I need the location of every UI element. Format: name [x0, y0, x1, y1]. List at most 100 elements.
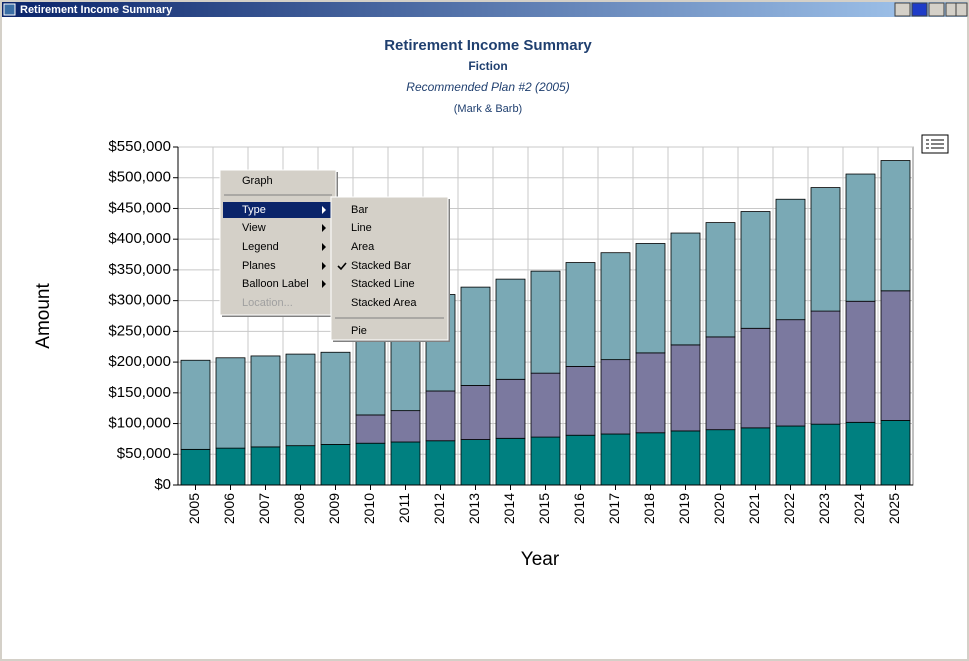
- title-bar: [2, 2, 967, 17]
- legend-button[interactable]: [921, 134, 949, 154]
- submenu-item[interactable]: Area: [351, 241, 375, 253]
- submenu-item[interactable]: Stacked Area: [351, 297, 417, 309]
- submenu-arrow: [322, 280, 326, 288]
- bar-segment: [460, 286, 491, 386]
- bar-segment: [495, 378, 526, 439]
- submenu-item[interactable]: Stacked Line: [351, 278, 415, 290]
- submenu-panel: [330, 196, 449, 341]
- bar-segment: [530, 372, 561, 438]
- bar-segment: [670, 430, 701, 486]
- x-tick-label: 2015: [536, 493, 552, 524]
- bar-segment: [880, 290, 911, 421]
- bar-segment: [495, 278, 526, 380]
- x-tick-label: 2022: [781, 493, 797, 524]
- x-tick-label: 2006: [221, 493, 237, 524]
- x-tick-label: 2017: [606, 493, 622, 524]
- menu-item[interactable]: View: [242, 222, 266, 234]
- x-tick-label: 2007: [256, 493, 272, 524]
- x-tick-label: 2020: [711, 493, 727, 524]
- y-tick-label: $150,000: [108, 384, 171, 401]
- bar-segment: [460, 385, 491, 440]
- bar-segment: [880, 420, 911, 486]
- bar-segment: [810, 187, 841, 312]
- bar-segment: [460, 439, 491, 486]
- bar-segment: [600, 252, 631, 361]
- x-tick-label: 2010: [361, 493, 377, 524]
- chart-title: Retirement Income Summary: [384, 37, 592, 54]
- menu-highlight: [223, 202, 333, 218]
- plan-label: Recommended Plan #2 (2005): [406, 80, 569, 94]
- menu-item[interactable]: Planes: [242, 260, 276, 272]
- menu-item[interactable]: Location...: [242, 297, 293, 309]
- bar-segment: [565, 365, 596, 436]
- bar-segment: [250, 355, 281, 448]
- bar-segment: [775, 198, 806, 321]
- bar-segment: [600, 433, 631, 486]
- help-button[interactable]: [928, 2, 945, 17]
- menu-item[interactable]: Graph: [242, 175, 273, 187]
- submenu-arrow: [322, 262, 326, 270]
- y-tick-label: $350,000: [108, 261, 171, 278]
- bar-segment: [495, 437, 526, 486]
- button[interactable]: [911, 2, 928, 17]
- submenu-item[interactable]: Pie: [351, 325, 367, 337]
- bar-segment: [250, 446, 281, 486]
- bar-segment: [600, 359, 631, 435]
- close-button[interactable]: [955, 2, 968, 17]
- menu-item[interactable]: Type: [242, 204, 266, 216]
- bar-segment: [565, 262, 596, 367]
- bar-segment: [565, 434, 596, 486]
- check-mark: [337, 262, 347, 271]
- minimize-button[interactable]: [945, 2, 957, 17]
- x-tick-label: 2021: [746, 493, 762, 524]
- bar-segment: [215, 357, 246, 449]
- bar-segment: [180, 359, 211, 450]
- x-tick-label: 2005: [186, 493, 202, 524]
- bar-segment: [705, 222, 736, 338]
- y-tick-label: $200,000: [108, 353, 171, 370]
- submenu-item[interactable]: Stacked Bar: [351, 260, 411, 272]
- y-axis-label: Amount: [33, 283, 54, 349]
- submenu-item[interactable]: Bar: [351, 204, 368, 216]
- bar-segment: [390, 441, 421, 486]
- x-tick-label: 2016: [571, 493, 587, 524]
- bar-segment: [635, 243, 666, 354]
- bar-segment: [320, 444, 351, 486]
- bar-segment: [530, 436, 561, 486]
- bar-segment: [705, 429, 736, 486]
- legend-icon-lines: [926, 139, 944, 149]
- y-tick-label: $250,000: [108, 322, 171, 339]
- bar-segment: [775, 425, 806, 486]
- x-tick-label: 2008: [291, 493, 307, 524]
- button[interactable]: [894, 2, 911, 17]
- x-tick-label: 2011: [396, 493, 412, 523]
- y-tick-label: $0: [154, 476, 171, 493]
- submenu-arrow: [322, 243, 326, 251]
- context-menu: Graph Type View Legend Planes Balloon Label Lo…: [219, 169, 450, 342]
- x-tick-label: 2024: [851, 493, 867, 524]
- bar-segment: [740, 211, 771, 329]
- bar-segment: [845, 421, 876, 486]
- x-tick-label: 2018: [641, 493, 657, 524]
- client-label: (Mark & Barb): [454, 103, 522, 115]
- title-buttons: [894, 2, 968, 17]
- y-tick-label: $500,000: [108, 169, 171, 186]
- submenu-item[interactable]: Line: [351, 222, 372, 234]
- bar-segment: [530, 270, 561, 374]
- bar-segment: [390, 410, 421, 443]
- bar-segment: [635, 352, 666, 434]
- bar-segment: [810, 310, 841, 425]
- x-tick-label: 2025: [886, 493, 902, 524]
- y-tick-label: $300,000: [108, 292, 171, 309]
- bar-segment: [740, 327, 771, 429]
- bar-segment: [775, 319, 806, 427]
- menu-item[interactable]: Legend: [242, 241, 279, 253]
- x-tick-label: 2014: [501, 493, 517, 524]
- bar-segment: [705, 336, 736, 431]
- y-tick-label: $50,000: [117, 445, 171, 462]
- y-tick-label: $400,000: [108, 230, 171, 247]
- menu-item[interactable]: Balloon Label: [242, 278, 309, 290]
- bar-segment: [845, 300, 876, 423]
- bar-segment: [215, 447, 246, 486]
